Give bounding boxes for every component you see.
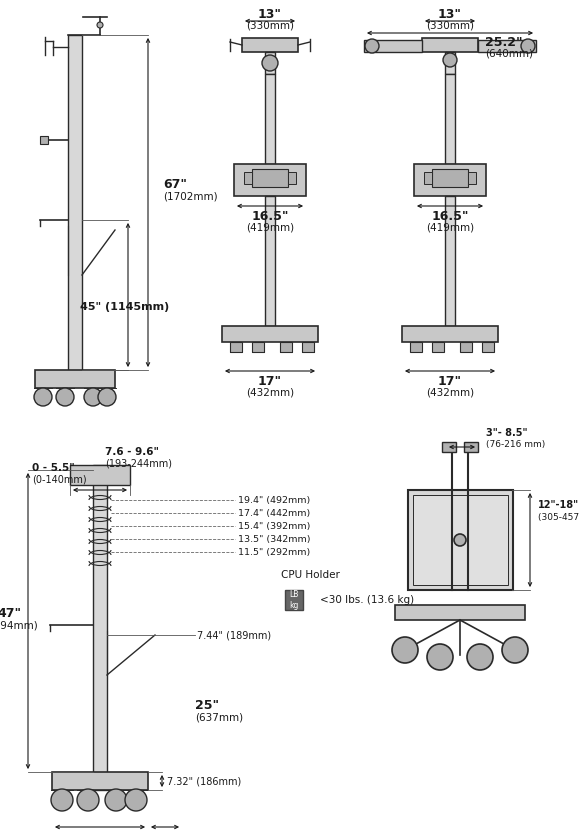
Bar	[460, 342, 472, 352]
Circle shape	[521, 39, 535, 53]
Bar	[70, 465, 130, 485]
Text: 7.6 - 9.6": 7.6 - 9.6"	[105, 447, 159, 457]
Bar	[40, 136, 48, 144]
Circle shape	[34, 388, 52, 406]
Bar	[302, 342, 314, 352]
Text: (1194mm): (1194mm)	[0, 620, 37, 630]
Text: 12"-18": 12"-18"	[538, 500, 579, 510]
Bar	[408, 490, 513, 590]
Text: LB
kg: LB kg	[289, 590, 299, 610]
Text: (419mm): (419mm)	[246, 222, 294, 232]
Bar	[445, 196, 455, 326]
Circle shape	[392, 637, 418, 663]
Bar	[364, 40, 422, 52]
Bar	[414, 164, 486, 196]
Bar	[464, 442, 478, 452]
Text: 7.32" (186mm): 7.32" (186mm)	[167, 776, 241, 786]
Text: 3"- 8.5": 3"- 8.5"	[486, 428, 527, 438]
Text: (419mm): (419mm)	[426, 222, 474, 232]
Circle shape	[125, 789, 147, 811]
Bar	[468, 172, 476, 184]
Circle shape	[56, 388, 74, 406]
Text: 25.2": 25.2"	[485, 37, 523, 50]
Text: (640mm): (640mm)	[485, 49, 533, 59]
Circle shape	[98, 388, 116, 406]
Bar	[478, 40, 536, 52]
Text: (1702mm): (1702mm)	[163, 191, 218, 201]
Text: 16.5": 16.5"	[251, 209, 289, 222]
Circle shape	[77, 789, 99, 811]
Bar	[422, 38, 478, 52]
Circle shape	[97, 22, 103, 28]
Text: 17": 17"	[438, 374, 462, 388]
Bar	[410, 342, 422, 352]
Bar	[442, 442, 456, 452]
Bar	[265, 52, 275, 74]
Circle shape	[502, 637, 528, 663]
Circle shape	[105, 789, 127, 811]
Bar	[280, 342, 292, 352]
Bar	[234, 164, 306, 196]
Text: 11.5" (292mm): 11.5" (292mm)	[238, 548, 310, 556]
Bar	[52, 772, 148, 790]
Bar	[424, 172, 432, 184]
Circle shape	[467, 644, 493, 670]
Bar	[445, 52, 455, 74]
Bar	[265, 196, 275, 326]
Bar	[395, 605, 525, 620]
Text: 7.44" (189mm): 7.44" (189mm)	[197, 630, 271, 640]
Text: 15.4" (392mm): 15.4" (392mm)	[238, 521, 310, 530]
Text: (305-457 mm): (305-457 mm)	[538, 512, 580, 521]
Bar	[252, 169, 288, 187]
Text: 13": 13"	[438, 8, 462, 22]
Text: 17": 17"	[258, 374, 282, 388]
Bar	[230, 342, 242, 352]
Text: 0 - 5.5": 0 - 5.5"	[32, 463, 75, 473]
Text: (76-216 mm): (76-216 mm)	[486, 440, 545, 448]
Text: (330mm): (330mm)	[426, 21, 474, 31]
Circle shape	[51, 789, 73, 811]
Circle shape	[443, 53, 457, 67]
Bar	[93, 465, 107, 790]
Text: 19.4" (492mm): 19.4" (492mm)	[238, 496, 310, 505]
Bar	[482, 342, 494, 352]
Circle shape	[84, 388, 102, 406]
Bar	[265, 74, 275, 164]
Circle shape	[454, 534, 466, 546]
Circle shape	[427, 644, 453, 670]
Text: (637mm): (637mm)	[195, 712, 243, 722]
Text: (432mm): (432mm)	[246, 387, 294, 397]
Bar	[402, 326, 498, 342]
Text: 17.4" (442mm): 17.4" (442mm)	[238, 509, 310, 517]
Text: (193-244mm): (193-244mm)	[105, 458, 172, 468]
Text: 13": 13"	[258, 8, 282, 22]
Text: 13.5" (342mm): 13.5" (342mm)	[238, 535, 310, 544]
Bar	[285, 590, 303, 610]
Bar	[288, 172, 296, 184]
Text: (432mm): (432mm)	[426, 387, 474, 397]
Bar	[432, 342, 444, 352]
Bar	[252, 342, 264, 352]
Circle shape	[365, 39, 379, 53]
Bar	[413, 495, 508, 585]
Text: 25": 25"	[195, 699, 219, 711]
Text: 67": 67"	[163, 178, 187, 191]
Bar	[445, 74, 455, 164]
Bar	[35, 370, 115, 388]
Bar	[222, 326, 318, 342]
Bar	[244, 172, 252, 184]
Text: 45" (1145mm): 45" (1145mm)	[80, 302, 169, 312]
Circle shape	[262, 55, 278, 71]
Bar	[242, 38, 298, 52]
Text: <30 lbs. (13.6 kg): <30 lbs. (13.6 kg)	[320, 595, 414, 605]
Text: (0-140mm): (0-140mm)	[32, 474, 86, 484]
Text: 47": 47"	[0, 607, 22, 619]
Bar	[432, 169, 468, 187]
Text: CPU Holder: CPU Holder	[281, 570, 339, 580]
Text: (330mm): (330mm)	[246, 21, 294, 31]
Text: 16.5": 16.5"	[432, 209, 469, 222]
Bar	[68, 35, 82, 375]
